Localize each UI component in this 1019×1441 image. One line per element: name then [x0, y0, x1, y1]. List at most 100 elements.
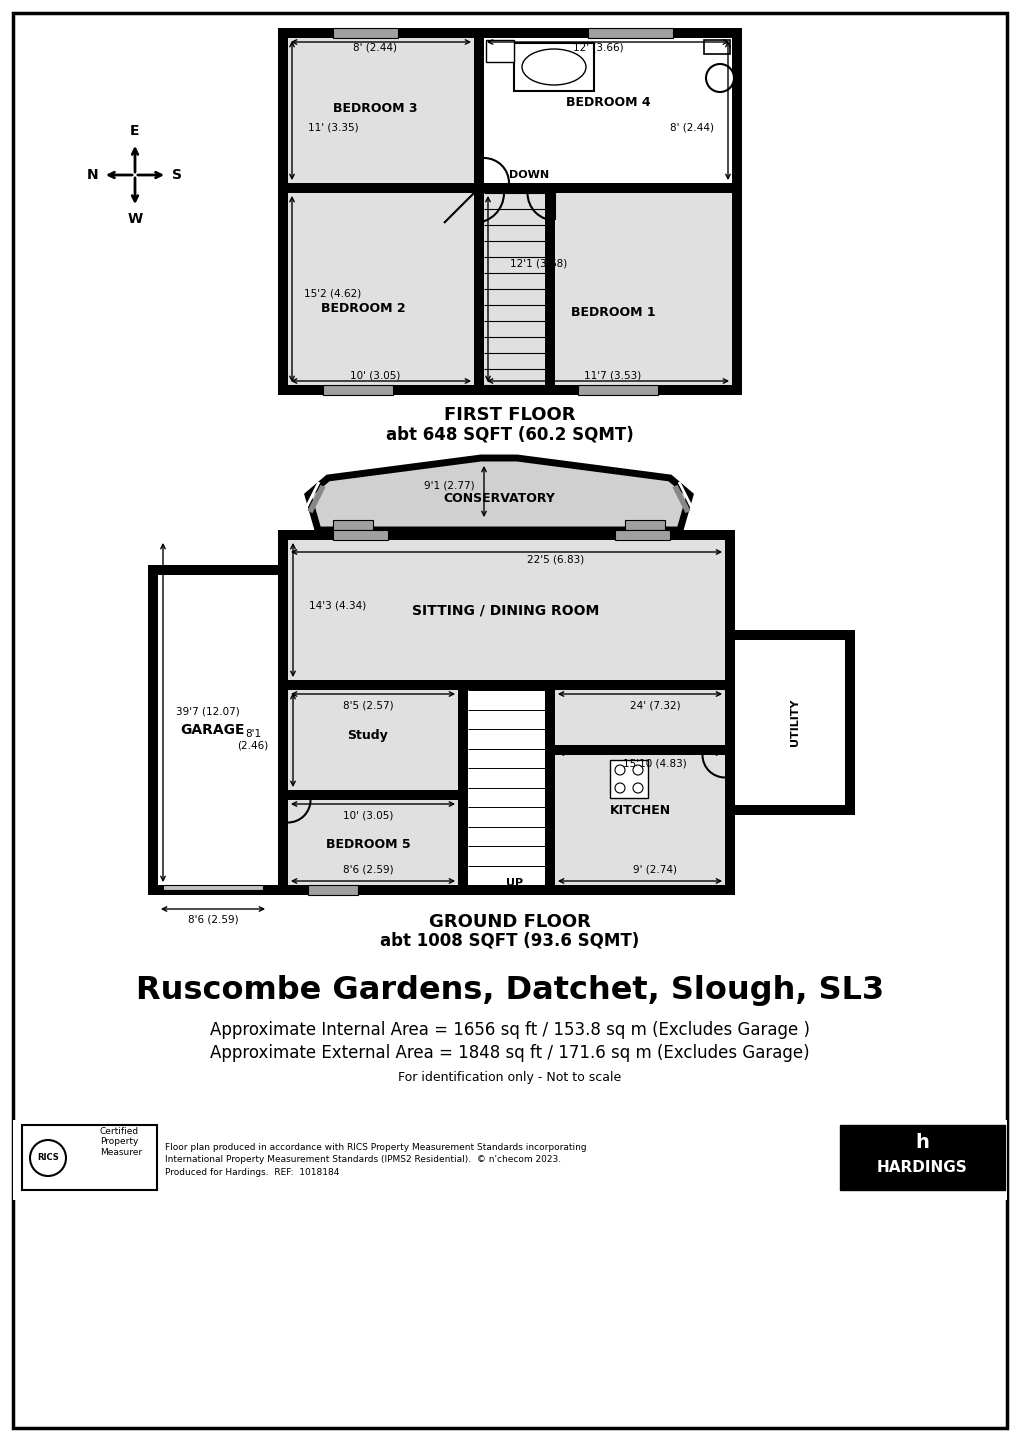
Bar [735, 630, 854, 816]
Polygon shape [308, 458, 689, 530]
Bar [725, 530, 735, 895]
Text: UTILITY: UTILITY [790, 699, 799, 746]
Bar [609, 759, 647, 798]
Text: Certified
Property
Measurer: Certified Property Measurer [100, 1127, 142, 1157]
Bar [474, 183, 741, 193]
Text: abt 648 SQFT (60.2 SQMT): abt 648 SQFT (60.2 SQMT) [386, 427, 633, 444]
Text: KITCHEN: KITCHEN [608, 804, 669, 817]
Text: UP: UP [506, 878, 523, 888]
Text: GROUND FLOOR: GROUND FLOOR [429, 914, 590, 931]
Bar [484, 37, 732, 183]
Text: 11' (3.35): 11' (3.35) [308, 122, 358, 133]
Text: 12' (3.66): 12' (3.66) [572, 42, 623, 52]
Text: Approximate Internal Area = 1656 sq ft / 153.8 sq m (Excludes Garage ): Approximate Internal Area = 1656 sq ft /… [210, 1022, 809, 1039]
Circle shape [633, 765, 642, 775]
Text: Ruscombe Gardens, Datchet, Slough, SL3: Ruscombe Gardens, Datchet, Slough, SL3 [136, 974, 883, 1006]
Bar [544, 680, 554, 895]
Bar [703, 40, 730, 53]
Bar [735, 630, 854, 640]
Text: 10' (3.05): 10' (3.05) [342, 810, 392, 820]
Bar [278, 385, 741, 395]
Text: SITTING / DINING ROOM: SITTING / DINING ROOM [412, 602, 599, 617]
Text: abt 1008 SQFT (93.6 SQMT): abt 1008 SQFT (93.6 SQMT) [380, 931, 639, 950]
Bar [148, 565, 158, 895]
Text: 8'5 (2.57): 8'5 (2.57) [342, 700, 393, 710]
Bar [840, 1125, 1004, 1190]
Bar [544, 745, 735, 755]
Text: RICS: RICS [37, 1153, 59, 1163]
Text: N: N [87, 169, 99, 182]
Bar [278, 530, 287, 895]
Text: BEDROOM 2: BEDROOM 2 [320, 301, 405, 314]
Text: 8'6 (2.59): 8'6 (2.59) [342, 865, 393, 875]
Text: GARAGE: GARAGE [180, 723, 245, 736]
Text: 8'6 (2.59): 8'6 (2.59) [187, 915, 238, 925]
Circle shape [614, 765, 625, 775]
Text: BEDROOM 4: BEDROOM 4 [566, 97, 650, 110]
Text: 22'5 (6.83): 22'5 (6.83) [527, 555, 584, 565]
Bar [514, 43, 593, 91]
Bar [474, 27, 484, 395]
Text: 15'10 (4.83): 15'10 (4.83) [623, 758, 686, 768]
Bar [278, 27, 741, 37]
Bar [485, 40, 514, 62]
Text: S: S [172, 169, 181, 182]
Circle shape [614, 782, 625, 793]
Bar [587, 27, 673, 37]
Text: E: E [130, 124, 140, 138]
Text: BEDROOM 5: BEDROOM 5 [325, 839, 410, 852]
Bar [578, 385, 657, 395]
Bar [287, 540, 725, 885]
Bar [308, 885, 358, 895]
Text: 15'2 (4.62): 15'2 (4.62) [304, 288, 362, 298]
Bar [735, 806, 854, 816]
Bar [148, 885, 278, 895]
Text: 12'1 (3.68): 12'1 (3.68) [510, 258, 567, 268]
Text: 39'7 (12.07): 39'7 (12.07) [176, 708, 239, 718]
Text: 9' (2.74): 9' (2.74) [633, 865, 677, 875]
Bar [332, 530, 387, 540]
Text: Floor plan produced in accordance with RICS Property Measurement Standards incor: Floor plan produced in accordance with R… [165, 1143, 586, 1177]
Text: 11'7 (3.53): 11'7 (3.53) [584, 370, 641, 380]
Text: 14'3 (4.34): 14'3 (4.34) [309, 599, 366, 610]
Bar [732, 27, 741, 395]
Bar [278, 27, 287, 395]
Bar [844, 630, 854, 816]
Bar [625, 520, 664, 530]
Bar [163, 885, 263, 891]
Text: h: h [914, 1133, 928, 1151]
Bar [148, 565, 278, 895]
Text: For identification only - Not to scale: For identification only - Not to scale [398, 1072, 621, 1085]
Text: 8' (2.44): 8' (2.44) [669, 122, 713, 133]
Text: DOWN: DOWN [508, 170, 548, 180]
Bar [544, 193, 554, 395]
Bar [22, 1125, 157, 1190]
Circle shape [705, 63, 734, 92]
Bar [278, 530, 735, 540]
Text: Study: Study [347, 729, 388, 742]
Bar [468, 690, 544, 885]
Circle shape [30, 1140, 66, 1176]
Bar [13, 1120, 1006, 1200]
Text: 8' (2.44): 8' (2.44) [353, 42, 396, 52]
Bar [323, 385, 392, 395]
Text: 9'1 (2.77): 9'1 (2.77) [423, 481, 474, 491]
Bar [287, 37, 732, 385]
Text: CONSERVATORY: CONSERVATORY [442, 493, 554, 506]
Text: 10' (3.05): 10' (3.05) [350, 370, 399, 380]
Bar [148, 565, 278, 575]
Bar [332, 27, 397, 37]
Circle shape [633, 782, 642, 793]
Bar [278, 885, 735, 895]
Text: 8'1
(2.46): 8'1 (2.46) [237, 729, 268, 751]
Text: Approximate External Area = 1848 sq ft / 171.6 sq m (Excludes Garage): Approximate External Area = 1848 sq ft /… [210, 1043, 809, 1062]
Bar [278, 790, 468, 800]
Text: BEDROOM 3: BEDROOM 3 [332, 101, 417, 114]
Text: h: h [411, 565, 608, 834]
Text: FIRST FLOOR: FIRST FLOOR [444, 406, 575, 424]
Bar [458, 680, 468, 895]
Text: 24' (7.32): 24' (7.32) [629, 700, 680, 710]
Text: HARDINGS: HARDINGS [875, 1160, 966, 1176]
Bar [278, 183, 484, 193]
Ellipse shape [522, 49, 586, 85]
